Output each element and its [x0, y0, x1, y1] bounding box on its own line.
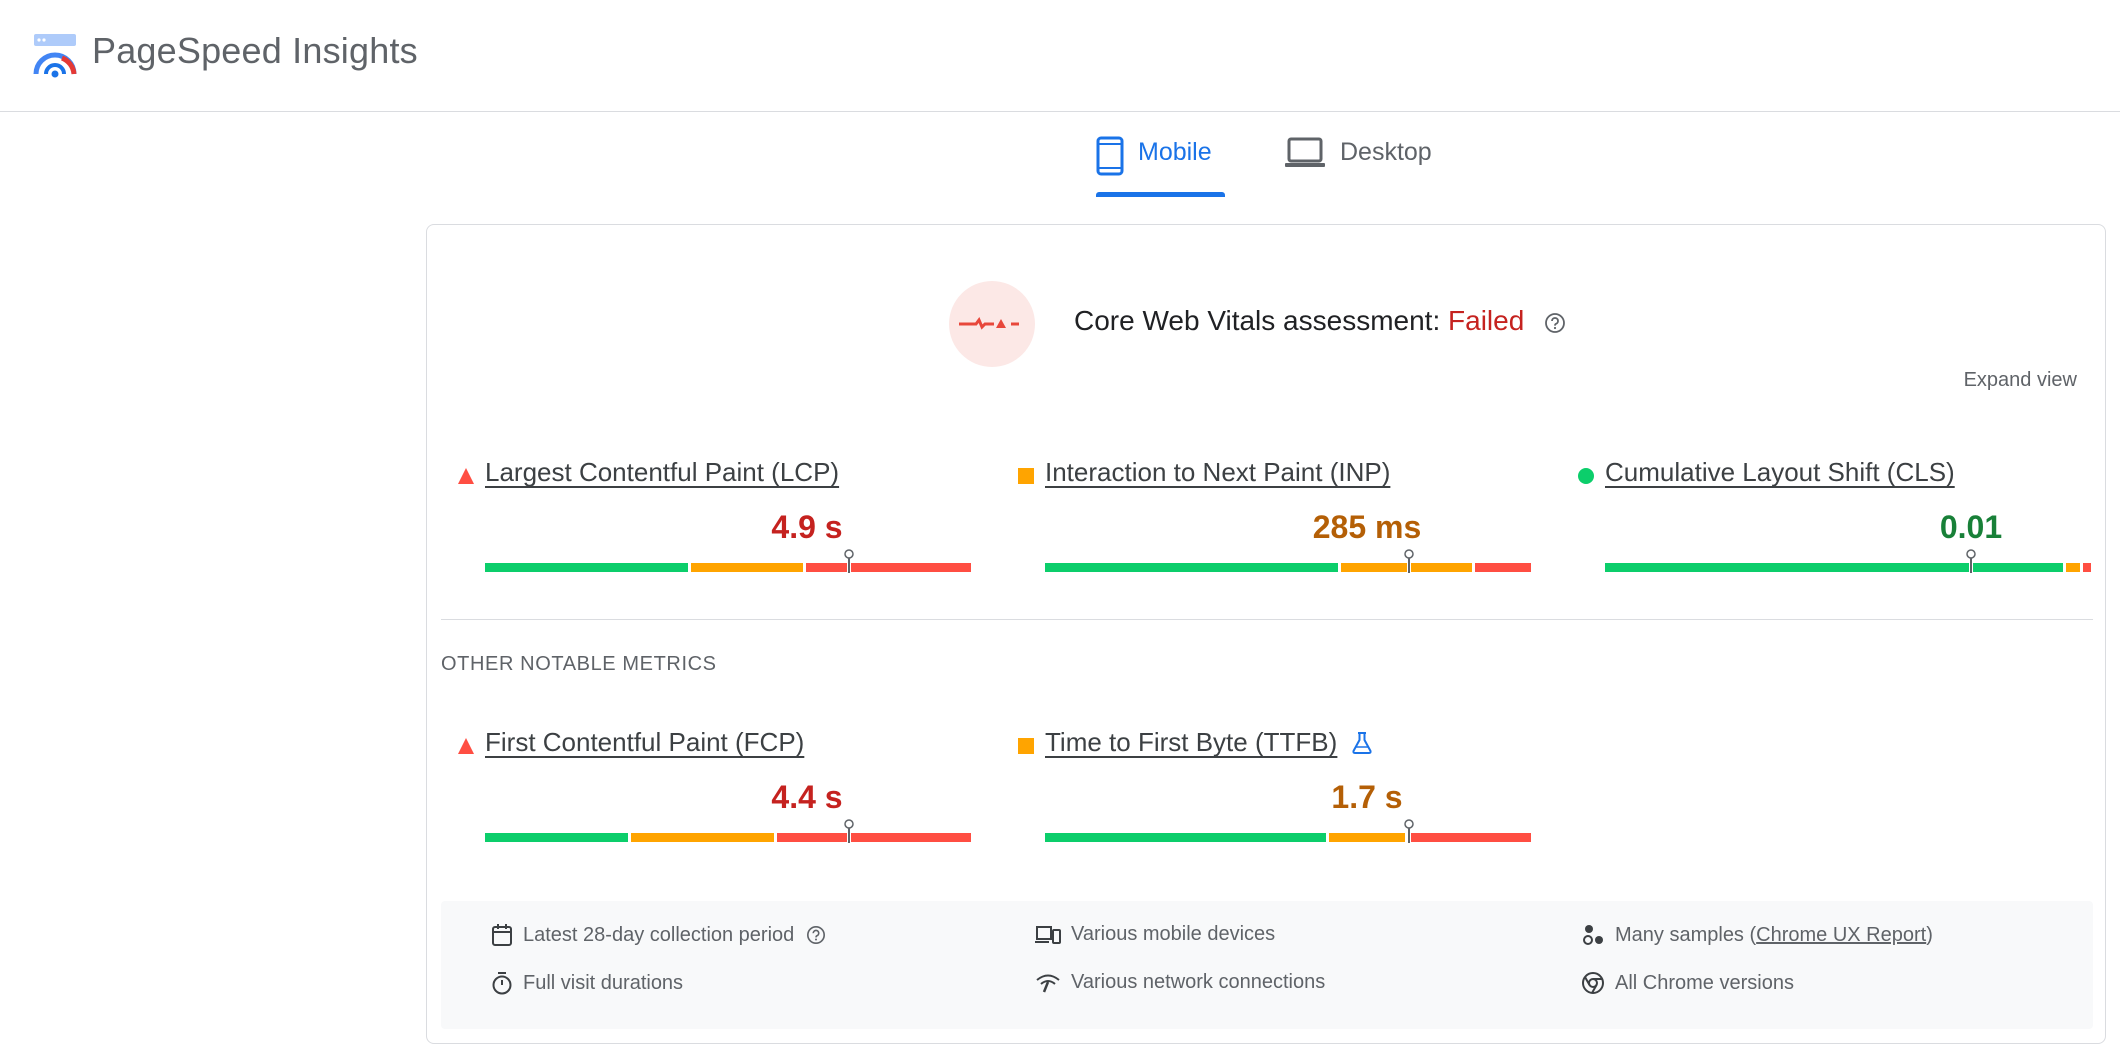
assessment-status: Failed: [1448, 305, 1525, 336]
value-marker-pin: [844, 819, 854, 843]
help-icon[interactable]: [1544, 312, 1566, 334]
bar-good-segment: [1045, 833, 1326, 842]
bar-poor-segment: [1475, 563, 1531, 572]
bar-poor-segment: [2083, 563, 2091, 572]
visit-durations-text: Full visit durations: [523, 971, 684, 994]
bar-good-segment: [1045, 563, 1338, 572]
samples-icon: [1583, 925, 1603, 945]
metric-inp-distribution-bar: [1045, 549, 1531, 573]
chrome-versions-item: All Chrome versions: [1581, 971, 1794, 995]
metric-fcp: First Contentful Paint (FCP) 4.4 s: [441, 723, 971, 853]
network-icon: [1036, 974, 1060, 992]
bar-good-segment: [485, 563, 688, 572]
devices-icon: [1035, 925, 1061, 944]
value-marker-pin: [1404, 819, 1414, 843]
bar-good-segment: [485, 833, 628, 842]
metric-inp-value: 285 ms: [1312, 509, 1422, 545]
samples-prefix: Many samples (: [1615, 923, 1757, 946]
field-data-card: Core Web Vitals assessment: Failed Expan…: [426, 224, 2106, 1044]
metric-lcp-name[interactable]: Largest Contentful Paint (LCP): [485, 457, 840, 487]
value-marker-pin: [1966, 549, 1976, 573]
square-icon: [1018, 468, 1034, 484]
metric-ttfb-name-link[interactable]: Time to First Byte (TTFB): [1045, 727, 1338, 757]
chrome-ux-report-link[interactable]: Chrome UX Report: [1756, 923, 1927, 946]
metric-cls-name[interactable]: Cumulative Layout Shift (CLS): [1605, 457, 1955, 487]
circle-icon: [1578, 468, 1594, 484]
metric-ttfb: Time to First Byte (TTFB) 1.7 s: [1001, 723, 1531, 853]
bar-average-segment: [2066, 563, 2080, 572]
value-marker-pin: [844, 549, 854, 573]
visit-durations-item: Full visit durations: [491, 971, 683, 995]
metric-cls-value: 0.01: [1939, 509, 2003, 545]
metric-lcp: Largest Contentful Paint (LCP) 4.9 s: [441, 453, 971, 583]
bar-poor-segment: [806, 563, 971, 572]
tab-desktop[interactable]: Desktop: [1284, 130, 1454, 198]
network-item: Various network connections: [1035, 971, 1325, 994]
expand-view-link[interactable]: Expand view: [1963, 369, 2077, 391]
assessment-title: Core Web Vitals assessment: Failed: [1074, 305, 1566, 337]
metric-fcp-name[interactable]: First Contentful Paint (FCP): [485, 727, 805, 757]
devices-text: Various mobile devices: [1071, 923, 1276, 945]
triangle-icon: [458, 468, 474, 484]
app-header: PageSpeed Insights: [0, 0, 2120, 112]
tab-mobile[interactable]: Mobile: [1096, 130, 1224, 198]
section-divider: [441, 619, 2093, 620]
metric-lcp-distribution-bar: [485, 549, 971, 573]
network-text: Various network connections: [1071, 971, 1326, 993]
metric-cls-distribution-bar: [1605, 549, 2091, 573]
bar-good-segment: [1605, 563, 2063, 572]
metric-fcp-value: 4.4 s: [771, 779, 843, 815]
tab-desktop-label: Desktop: [1340, 138, 1432, 166]
bar-average-segment: [631, 833, 774, 842]
stopwatch-icon: [492, 972, 512, 995]
bar-average-segment: [1341, 563, 1472, 572]
bar-average-segment: [691, 563, 803, 572]
app-title: PageSpeed Insights: [92, 30, 418, 71]
collection-period-item: Latest 28-day collection period: [491, 923, 836, 947]
samples-item: Many samples (Chrome UX Report): [1581, 923, 1933, 947]
collection-period-text: Latest 28-day collection period: [523, 923, 795, 946]
metric-cls: Cumulative Layout Shift (CLS) 0.01: [1561, 453, 2091, 583]
collection-info-panel: Latest 28-day collection period Various …: [441, 901, 2093, 1029]
bar-poor-segment: [777, 833, 971, 842]
bar-average-segment: [1329, 833, 1405, 842]
phone-icon: [1096, 136, 1124, 176]
flask-icon[interactable]: [1351, 731, 1373, 755]
value-marker-pin: [1404, 549, 1414, 573]
pagespeed-logo[interactable]: [32, 32, 78, 78]
calendar-icon: [492, 924, 512, 946]
metric-fcp-distribution-bar: [485, 819, 971, 843]
assessment-failed-badge: [949, 281, 1035, 367]
help-icon[interactable]: [806, 925, 826, 945]
metric-ttfb-name: Time to First Byte (TTFB): [1045, 727, 1337, 758]
triangle-icon: [458, 738, 474, 754]
chrome-versions-text: All Chrome versions: [1615, 971, 1794, 994]
tab-mobile-label: Mobile: [1138, 138, 1212, 166]
square-icon: [1018, 738, 1034, 754]
metric-ttfb-distribution-bar: [1045, 819, 1531, 843]
samples-suffix: ): [1926, 923, 1933, 946]
metric-lcp-value: 4.9 s: [771, 509, 843, 545]
selected-tab-indicator: [1096, 192, 1225, 197]
devices-item: Various mobile devices: [1035, 923, 1275, 946]
other-metrics-heading: OTHER NOTABLE METRICS: [441, 653, 717, 675]
vitals-failed-icon: [959, 317, 1019, 330]
metric-ttfb-value: 1.7 s: [1331, 779, 1403, 815]
metric-inp-name[interactable]: Interaction to Next Paint (INP): [1045, 457, 1391, 487]
metric-inp: Interaction to Next Paint (INP) 285 ms: [1001, 453, 1531, 583]
assessment-prefix: Core Web Vitals assessment:: [1074, 305, 1441, 336]
laptop-icon: [1285, 137, 1325, 167]
bar-poor-segment: [1408, 833, 1531, 842]
chrome-icon: [1582, 972, 1604, 994]
